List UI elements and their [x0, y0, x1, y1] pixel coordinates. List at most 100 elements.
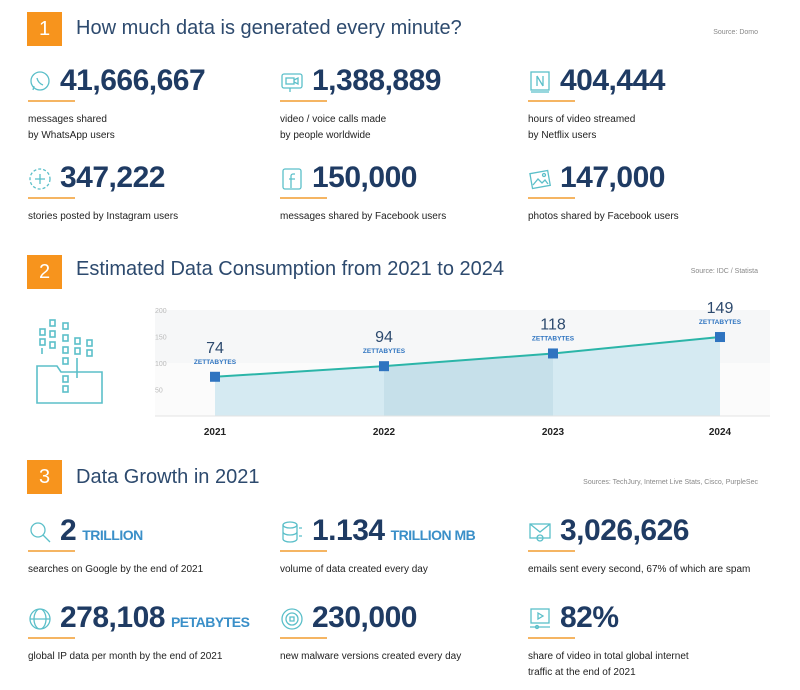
globe-icon	[29, 608, 51, 630]
x-tick-label: 2023	[542, 427, 565, 438]
stat-value: 278,108 PETABYTES	[60, 601, 250, 635]
section-title: How much data is generated every minute?	[76, 17, 462, 39]
stat-description-line: traffic at the end of 2021	[528, 667, 636, 678]
accent-underline	[28, 100, 75, 102]
data-label-value: 149	[707, 300, 734, 317]
stat-description-line: hours of video streamed	[528, 114, 636, 125]
stat-value: 1,388,889	[312, 64, 441, 98]
photo-icon	[529, 169, 552, 190]
stat-description-line: messages shared by Facebook users	[280, 211, 447, 222]
stat-unit: TRILLION	[82, 527, 143, 543]
accent-underline	[528, 197, 575, 199]
x-tick-label: 2021	[204, 427, 227, 438]
stat-description: share of video in total global internet t…	[528, 649, 689, 681]
y-tick-label: 50	[155, 388, 163, 395]
stat-value: 2 TRILLION	[60, 514, 143, 548]
whatsapp-icon	[30, 71, 50, 91]
stat-description-line: photos shared by Facebook users	[528, 211, 679, 222]
stat-unit: PETABYTES	[170, 614, 250, 630]
stat-value: 147,000	[560, 161, 665, 195]
data-point	[210, 371, 220, 382]
data-label-unit: ZETTABYTES	[699, 319, 742, 326]
data-label-value: 118	[540, 316, 566, 333]
y-tick-label: 150	[155, 335, 167, 342]
stat-description: video / voice calls made by people worldw…	[280, 112, 386, 144]
stat-description: photos shared by Facebook users	[528, 209, 679, 225]
stat-number: 1.134	[312, 514, 385, 547]
accent-underline	[280, 550, 327, 552]
malware-icon	[281, 608, 303, 630]
stat-description-line: volume of data created every day	[280, 564, 428, 575]
accent-underline	[280, 637, 327, 639]
accent-underline	[528, 550, 575, 552]
source-note: Source: IDC / Statista	[690, 268, 758, 275]
y-tick-label: 200	[155, 308, 167, 315]
source-note: Source: Domo	[713, 29, 758, 36]
data-point	[548, 348, 558, 359]
x-tick-label: 2022	[373, 427, 396, 438]
data-label-value: 94	[375, 329, 393, 346]
stat-number: 404,444	[560, 64, 665, 97]
accent-underline	[528, 100, 575, 102]
stat-number: 2	[60, 514, 77, 547]
stat-description-line: emails sent every second, 67% of which a…	[528, 564, 751, 575]
accent-underline	[28, 637, 75, 639]
data-label-unit: ZETTABYTES	[363, 348, 406, 355]
stat-value: 347,222	[60, 161, 165, 195]
stat-value: 82%	[560, 601, 619, 635]
accent-underline	[528, 637, 575, 639]
y-tick-label: 100	[155, 361, 167, 368]
stat-description: messages shared by WhatsApp users	[28, 112, 115, 144]
series-line	[214, 336, 721, 378]
stat-number: 230,000	[312, 601, 417, 634]
area-segment	[553, 337, 720, 416]
stat-description: new malware versions created every day	[280, 649, 461, 665]
stat-description: stories posted by Instagram users	[28, 209, 178, 225]
accent-underline	[28, 197, 75, 199]
instagram-story-icon	[29, 168, 51, 190]
data-point	[379, 361, 389, 372]
stat-unit: TRILLION MB	[390, 527, 476, 543]
stat-value: 150,000	[312, 161, 417, 195]
stat-number: 347,222	[60, 161, 165, 194]
section-number-badge: 1	[27, 12, 62, 46]
search-icon	[30, 522, 51, 543]
stat-description-line: new malware versions created every day	[280, 651, 462, 662]
section-title: Data Growth in 2021	[76, 466, 260, 488]
stat-description-line: stories posted by Instagram users	[28, 211, 179, 222]
data-label-unit: ZETTABYTES	[532, 335, 575, 342]
stat-description: searches on Google by the end of 2021	[28, 562, 203, 578]
database-icon	[282, 521, 302, 543]
stat-number: 1,388,889	[312, 64, 441, 97]
stat-description: volume of data created every day	[280, 562, 428, 578]
netflix-icon	[530, 71, 550, 93]
stat-value: 1.134 TRILLION MB	[312, 514, 476, 548]
stat-description-line: by WhatsApp users	[28, 130, 115, 141]
stat-description-line: messages shared	[28, 114, 107, 125]
area-segment	[215, 366, 384, 416]
stat-description: messages shared by Facebook users	[280, 209, 446, 225]
section-number-badge: 2	[27, 255, 62, 289]
accent-underline	[28, 550, 75, 552]
stat-value: 3,026,626	[560, 514, 689, 548]
stat-number: 82%	[560, 601, 619, 634]
data-folder-icon	[36, 319, 103, 404]
stat-description: global IP data per month by the end of 2…	[28, 649, 222, 665]
data-point	[715, 332, 725, 343]
stat-number: 41,666,667	[60, 64, 206, 97]
section-title: Estimated Data Consumption from 2021 to …	[76, 258, 505, 280]
stat-description-line: by people worldwide	[280, 130, 371, 141]
section-number-badge: 3	[27, 460, 62, 494]
accent-underline	[280, 100, 327, 102]
stat-value: 404,444	[560, 64, 665, 98]
video-player-icon	[530, 608, 550, 630]
stat-description: emails sent every second, 67% of which a…	[528, 562, 750, 578]
stat-description-line: by Netflix users	[528, 130, 597, 141]
area-segment	[384, 353, 553, 416]
stat-description-line: searches on Google by the end of 2021	[28, 564, 204, 575]
stat-number: 278,108	[60, 601, 165, 634]
stat-description: hours of video streamed by Netflix users	[528, 112, 635, 144]
accent-underline	[280, 197, 327, 199]
stat-number: 147,000	[560, 161, 665, 194]
stat-value: 230,000	[312, 601, 417, 635]
